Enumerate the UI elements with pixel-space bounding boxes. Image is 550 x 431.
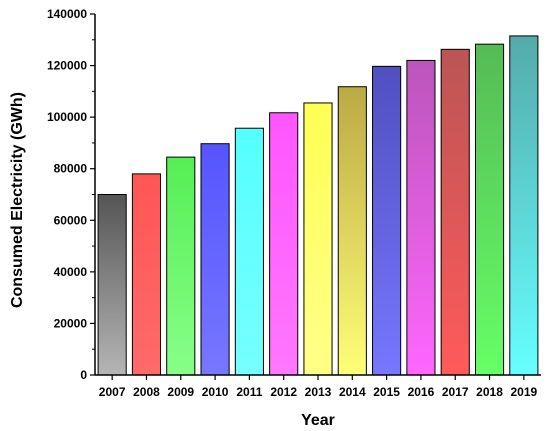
x-tick-label: 2015 bbox=[373, 385, 400, 399]
x-tick-label: 2008 bbox=[133, 385, 160, 399]
y-tick-label: 100000 bbox=[47, 110, 87, 124]
y-tick-label: 60000 bbox=[54, 213, 88, 227]
x-tick-label: 2010 bbox=[202, 385, 229, 399]
y-tick-label: 0 bbox=[80, 368, 87, 382]
x-tick-label: 2013 bbox=[305, 385, 332, 399]
y-tick-label: 40000 bbox=[54, 265, 88, 279]
x-tick-label: 2009 bbox=[167, 385, 194, 399]
y-tick-label: 120000 bbox=[47, 59, 87, 73]
y-tick-label: 20000 bbox=[54, 316, 88, 330]
bar-2016 bbox=[406, 59, 436, 376]
bar-2019 bbox=[509, 35, 539, 376]
x-tick-label: 2011 bbox=[236, 385, 262, 399]
bar-2013 bbox=[303, 102, 333, 376]
x-tick-label: 2019 bbox=[510, 385, 537, 399]
ticks-group: 2007 2008 2009 2010 2011 2012 2013 2014 2015 2016… bbox=[47, 7, 538, 399]
bar-2018 bbox=[474, 43, 505, 376]
x-axis-title: Year bbox=[301, 412, 335, 429]
x-tick-label: 2018 bbox=[476, 385, 503, 399]
bar-2008 bbox=[131, 173, 162, 376]
x-tick-label: 2012 bbox=[270, 385, 297, 399]
y-tick-label: 80000 bbox=[54, 162, 88, 176]
y-tick-label: 140000 bbox=[47, 7, 87, 21]
bar-2014 bbox=[337, 86, 367, 376]
y-axis-title: Consumed Electricity (GWh) bbox=[9, 92, 26, 308]
bar-2017 bbox=[440, 48, 470, 376]
bar-2009 bbox=[166, 156, 196, 376]
bar-2015 bbox=[372, 65, 402, 376]
bar-2010 bbox=[200, 143, 230, 376]
bar-2012 bbox=[269, 112, 299, 376]
x-tick-label: 2016 bbox=[408, 385, 435, 399]
x-tick-label: 2017 bbox=[442, 385, 469, 399]
bar-2011 bbox=[234, 127, 264, 376]
bars-group bbox=[97, 35, 539, 376]
x-tick-label: 2007 bbox=[99, 385, 126, 399]
x-tick-label: 2014 bbox=[339, 385, 366, 399]
bar-2007 bbox=[97, 194, 127, 376]
